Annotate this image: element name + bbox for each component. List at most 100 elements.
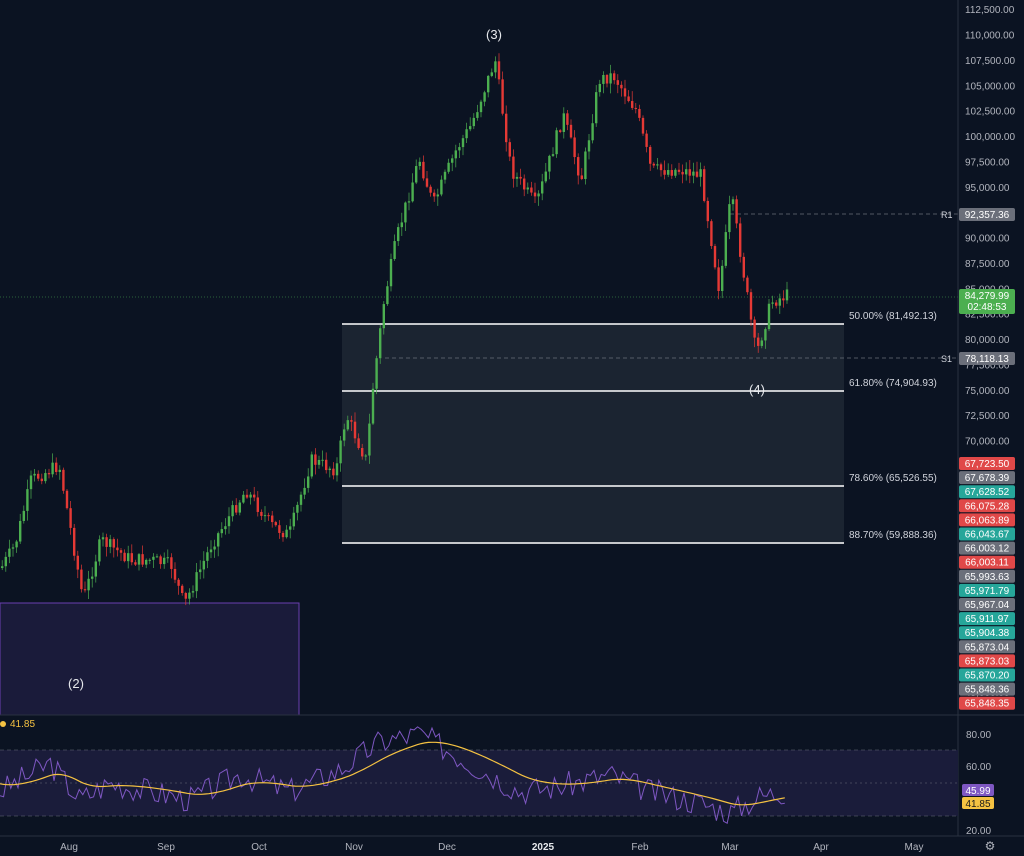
candle-body bbox=[307, 476, 310, 488]
candle-body bbox=[580, 175, 583, 179]
price-badge-text: 65,848.35 bbox=[965, 699, 1010, 710]
candle-body bbox=[22, 510, 25, 521]
candle-body bbox=[364, 455, 367, 457]
candle-body bbox=[605, 74, 609, 84]
candle-body bbox=[775, 302, 778, 306]
price-badge-text: 65,870.20 bbox=[965, 671, 1010, 682]
rsi-legend[interactable]: 41.85 bbox=[0, 719, 35, 730]
candle-body bbox=[217, 533, 220, 547]
candle-body bbox=[479, 101, 483, 113]
candle-body bbox=[346, 420, 349, 430]
price-badge bbox=[959, 527, 1015, 541]
price-badge bbox=[959, 668, 1015, 682]
candle-body bbox=[710, 221, 713, 247]
price-badge-text: 67,678.39 bbox=[965, 473, 1010, 484]
candle-body bbox=[634, 107, 637, 109]
candle-body bbox=[476, 112, 479, 118]
candle-body bbox=[15, 541, 18, 548]
price-badge-text: 65,904.38 bbox=[965, 628, 1010, 639]
candle-body bbox=[692, 171, 695, 176]
time-axis[interactable]: Aug Sep Oct Nov Dec 2025 Feb Mar Apr May bbox=[0, 835, 1024, 853]
candle-body bbox=[271, 515, 274, 523]
candle-body bbox=[245, 494, 249, 498]
candle-body bbox=[109, 539, 112, 547]
candle-body bbox=[166, 557, 169, 559]
candle-body bbox=[267, 515, 270, 517]
price-tick: 70,000.00 bbox=[965, 437, 1010, 448]
candle-body bbox=[173, 568, 177, 580]
candle-body bbox=[73, 527, 76, 556]
candle-body bbox=[638, 108, 641, 118]
candle-body bbox=[602, 74, 605, 84]
price-badge bbox=[959, 499, 1015, 513]
candle-body bbox=[760, 340, 763, 346]
time-label: Dec bbox=[438, 842, 456, 853]
candle-body bbox=[595, 92, 598, 124]
candle-body bbox=[742, 256, 745, 278]
candle-body bbox=[584, 151, 587, 179]
price-tick: 82,500.00 bbox=[965, 310, 1010, 321]
price-tick: 100,000.00 bbox=[965, 132, 1015, 143]
current-price-badge bbox=[959, 289, 1015, 314]
candle-body bbox=[616, 80, 619, 85]
candle-body bbox=[317, 459, 321, 465]
price-axis[interactable]: 112,500.00 110,000.00 107,500.00 105,000.00… bbox=[957, 0, 1015, 836]
candle-body bbox=[393, 241, 396, 260]
candle-body bbox=[62, 469, 65, 491]
candle-body bbox=[418, 161, 421, 167]
candle-body bbox=[101, 537, 105, 540]
rsi-line bbox=[0, 726, 785, 824]
s1-value: 78,118.13 bbox=[965, 354, 1009, 365]
price-badge bbox=[959, 696, 1015, 710]
candle-body bbox=[670, 170, 673, 176]
candle-body bbox=[184, 593, 187, 599]
candle-body bbox=[440, 179, 443, 195]
rsi-value: 45.99 bbox=[965, 786, 990, 797]
candle-body bbox=[170, 557, 173, 569]
candle-body bbox=[141, 554, 144, 565]
fib-label: 78.60% (65,526.55) bbox=[849, 473, 937, 484]
wave-2-zone bbox=[0, 602, 300, 716]
gear-icon[interactable]: ⚙ bbox=[984, 839, 996, 853]
rsi-tick-60: 60.00 bbox=[966, 762, 991, 773]
candle-body bbox=[65, 490, 69, 509]
candle-body bbox=[137, 554, 141, 565]
candle-body bbox=[703, 169, 706, 201]
candle-body bbox=[278, 525, 281, 533]
candle-body bbox=[289, 526, 292, 530]
time-label: Oct bbox=[251, 842, 267, 853]
candle-body bbox=[451, 158, 454, 163]
rsi-ma-value: 41.85 bbox=[965, 799, 990, 810]
candle-body bbox=[177, 579, 180, 586]
candle-body bbox=[443, 171, 447, 180]
candle-body bbox=[483, 92, 486, 102]
candle-body bbox=[530, 187, 533, 193]
price-tick: 112,500.00 bbox=[965, 5, 1015, 16]
rsi-pane[interactable]: 80.00 60.00 20.00 45.99 41.85 bbox=[0, 726, 994, 837]
candle-body bbox=[69, 508, 72, 528]
candle-body bbox=[40, 478, 43, 482]
main-pane[interactable]: 50.00% (81,492.13) 61.80% (74,904.93) 78.6… bbox=[0, 27, 958, 716]
candle-body bbox=[728, 204, 731, 233]
candle-body bbox=[598, 83, 601, 93]
fib-label: 50.00% (81,492.13) bbox=[849, 311, 937, 322]
candle-body bbox=[195, 572, 198, 592]
price-tick: 77,500.00 bbox=[965, 360, 1010, 371]
candle-body bbox=[249, 494, 252, 498]
candle-body bbox=[461, 138, 465, 148]
candle-body bbox=[688, 169, 691, 176]
candle-body bbox=[145, 559, 148, 565]
candle-body bbox=[256, 497, 259, 512]
candle-body bbox=[753, 319, 756, 338]
candle-body bbox=[544, 171, 547, 182]
price-badge-text: 67,628.52 bbox=[965, 487, 1010, 498]
candle-body bbox=[339, 440, 342, 464]
candle-body bbox=[238, 502, 241, 513]
candle-body bbox=[591, 123, 594, 141]
candle-body bbox=[209, 549, 213, 553]
candle-body bbox=[127, 553, 130, 562]
candle-body bbox=[764, 329, 767, 341]
candle-body bbox=[199, 569, 202, 573]
candle-body bbox=[627, 96, 630, 102]
